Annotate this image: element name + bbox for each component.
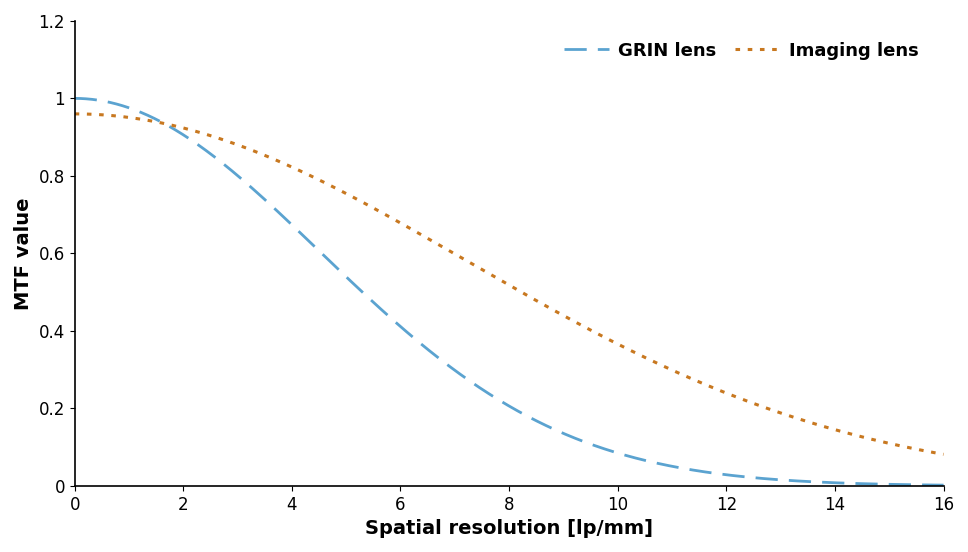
GRIN lens xyxy=(69,95,80,102)
Legend: GRIN lens, Imaging lens: GRIN lens, Imaging lens xyxy=(557,35,925,67)
GRIN lens xyxy=(113,102,125,108)
Imaging lens xyxy=(913,446,924,453)
Imaging lens xyxy=(753,402,765,408)
GRIN lens xyxy=(912,481,923,488)
Imaging lens xyxy=(469,262,480,268)
Line: Imaging lens: Imaging lens xyxy=(75,114,944,454)
Y-axis label: MTF value: MTF value xyxy=(14,197,33,310)
Imaging lens xyxy=(912,446,923,453)
Imaging lens xyxy=(113,113,125,120)
Imaging lens xyxy=(938,451,950,458)
Line: GRIN lens: GRIN lens xyxy=(75,98,944,485)
X-axis label: Spatial resolution [lp/mm]: Spatial resolution [lp/mm] xyxy=(365,519,653,538)
GRIN lens xyxy=(753,475,765,481)
GRIN lens xyxy=(469,381,480,388)
Imaging lens xyxy=(69,110,80,117)
GRIN lens xyxy=(492,396,503,402)
GRIN lens xyxy=(938,482,950,489)
Imaging lens xyxy=(492,275,503,282)
GRIN lens xyxy=(913,481,924,488)
